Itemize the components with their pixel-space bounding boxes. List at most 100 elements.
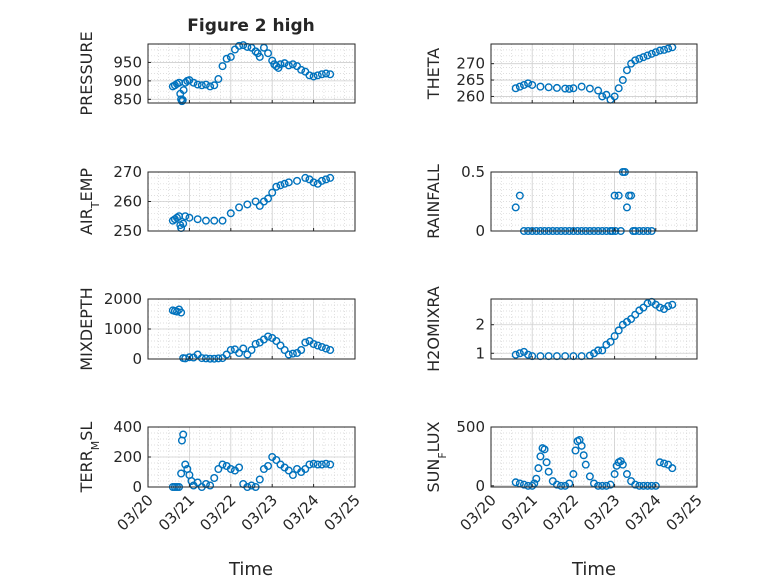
data-point xyxy=(528,80,537,89)
y-axis-label: THETA xyxy=(424,48,443,100)
data-point xyxy=(301,465,310,474)
data-point xyxy=(618,76,627,85)
x-axis-label-right: Time xyxy=(571,559,616,580)
plot-area xyxy=(148,44,355,103)
data-point xyxy=(172,307,181,316)
axes-box xyxy=(490,298,698,360)
data-point xyxy=(206,481,215,490)
data-point xyxy=(284,350,293,359)
data-point xyxy=(235,203,244,212)
data-point xyxy=(571,446,580,455)
data-point xyxy=(639,53,648,62)
data-point xyxy=(326,460,335,469)
data-point xyxy=(606,480,615,489)
data-point xyxy=(602,481,611,490)
data-point xyxy=(309,340,318,349)
data-point xyxy=(614,191,623,200)
data-point xyxy=(598,346,607,355)
data-point xyxy=(284,178,293,187)
data-point xyxy=(210,216,219,225)
data-point xyxy=(255,52,264,61)
y-tick-label: 270 xyxy=(456,55,485,73)
data-point xyxy=(536,82,545,91)
y-axis-label: TERRMSL xyxy=(77,422,102,494)
data-point xyxy=(511,203,520,212)
y-tick-label: 0 xyxy=(132,350,142,368)
data-point xyxy=(214,75,223,84)
data-point xyxy=(247,481,256,490)
data-point xyxy=(197,354,206,363)
data-point xyxy=(552,480,561,489)
data-point xyxy=(226,465,235,474)
data-point xyxy=(264,49,273,58)
data-point xyxy=(179,219,188,228)
data-point xyxy=(511,478,520,487)
data-point xyxy=(317,70,326,79)
data-point xyxy=(276,60,285,69)
data-point xyxy=(557,481,566,490)
y-axis-label: H2OMIXRA xyxy=(424,286,443,372)
data-point xyxy=(322,459,331,468)
data-point xyxy=(544,467,553,476)
data-point xyxy=(326,173,335,182)
data-point xyxy=(614,84,623,93)
data-point xyxy=(297,346,306,355)
data-point xyxy=(577,441,586,450)
data-point xyxy=(189,78,198,87)
data-point xyxy=(326,346,335,355)
data-point xyxy=(552,83,561,92)
data-point xyxy=(284,466,293,475)
y-tick-label: 0 xyxy=(475,222,485,240)
data-point xyxy=(515,191,524,200)
data-point xyxy=(565,84,574,93)
y-tick-label: 260 xyxy=(113,193,142,211)
data-point xyxy=(264,194,273,203)
data-point xyxy=(272,456,281,465)
data-point xyxy=(222,54,231,63)
data-point xyxy=(532,474,541,483)
data-point xyxy=(664,44,673,53)
data-point xyxy=(598,92,607,101)
data-point xyxy=(585,472,594,481)
data-point xyxy=(235,463,244,472)
data-point xyxy=(179,430,188,439)
y-tick-label: 260 xyxy=(456,87,485,105)
data-point xyxy=(577,82,586,91)
data-point xyxy=(631,480,640,489)
y-tick-label: 0.5 xyxy=(461,163,485,181)
axes-box xyxy=(490,171,698,232)
data-point xyxy=(322,344,331,353)
y-axis-label: AIRTEMP xyxy=(77,168,102,235)
data-point xyxy=(293,176,302,185)
data-point xyxy=(655,458,664,467)
data-point xyxy=(255,475,264,484)
data-point xyxy=(627,315,636,324)
data-point xyxy=(193,478,202,487)
data-point xyxy=(218,216,227,225)
data-point xyxy=(247,346,256,355)
y-tick-label: 850 xyxy=(113,90,142,108)
data-point xyxy=(540,445,549,454)
data-point xyxy=(561,481,570,490)
data-point xyxy=(511,84,520,93)
data-point xyxy=(651,48,660,57)
data-point xyxy=(534,464,543,473)
data-point xyxy=(210,81,219,90)
data-point xyxy=(643,51,652,60)
data-point xyxy=(239,344,248,353)
data-point xyxy=(655,303,664,312)
data-point xyxy=(218,62,227,71)
data-point xyxy=(297,65,306,74)
data-point xyxy=(322,69,331,78)
data-point xyxy=(660,45,669,54)
data-point xyxy=(610,470,619,479)
data-point xyxy=(206,82,215,91)
axes-box xyxy=(490,43,698,104)
data-point xyxy=(210,474,219,483)
chart-title: Figure 2 high xyxy=(187,16,315,36)
data-point xyxy=(647,49,656,58)
y-tick-label: 1000 xyxy=(104,320,142,338)
data-point xyxy=(618,460,627,469)
y-axis-label: PRESSURE xyxy=(77,31,96,115)
data-point xyxy=(276,181,285,190)
